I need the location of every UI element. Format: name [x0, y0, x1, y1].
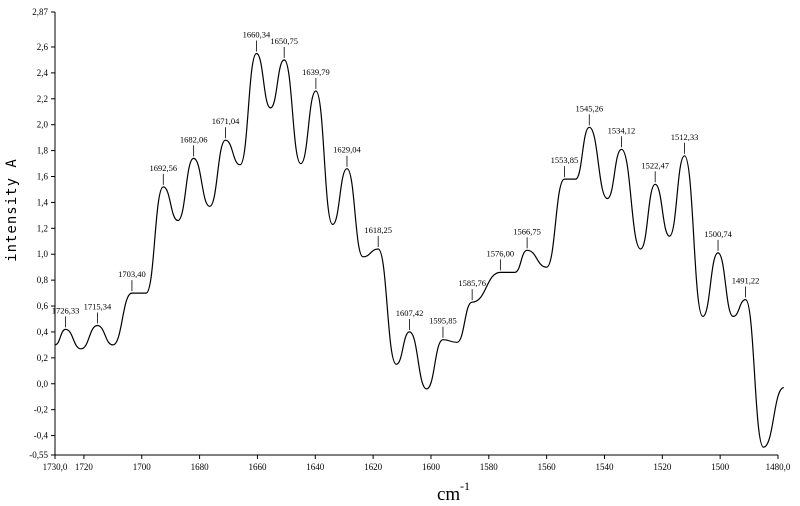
- x-tick-label: 1600: [422, 462, 441, 472]
- x-axis-title-text: cm: [437, 484, 460, 505]
- x-axis-title: cm -1: [437, 479, 470, 505]
- peak-label: 1607,42: [396, 308, 424, 318]
- peak-label: 1512,33: [671, 132, 699, 142]
- y-tick-label: 0,0: [37, 379, 49, 389]
- peak-label: 1715,34: [84, 301, 112, 311]
- peak-label: 1629,04: [333, 145, 361, 155]
- peak-label: 1522,47: [641, 160, 669, 170]
- peak-label: 1500,74: [704, 229, 732, 239]
- series-line: [54, 52, 785, 448]
- y-tick-label: 1,6: [37, 172, 49, 182]
- peak-label: 1595,85: [429, 316, 457, 326]
- y-tick-label: 2,2: [37, 94, 48, 104]
- y-tick-label: 2,6: [37, 42, 49, 52]
- peak-label: 1553,85: [551, 155, 579, 165]
- peak-label: 1671,04: [212, 116, 240, 126]
- x-tick-label: 1620: [364, 462, 383, 472]
- y-tick-label: 0,6: [37, 301, 49, 311]
- peak-label: 1660,34: [243, 29, 271, 39]
- x-axis-title-superscript: -1: [460, 479, 470, 493]
- y-tick-label: -0,2: [34, 405, 48, 415]
- peak-label: 1545,26: [575, 103, 603, 113]
- peak-label: 1692,56: [149, 163, 177, 173]
- peak-label: 1491,22: [732, 276, 760, 286]
- peak-label: 1726,33: [52, 305, 80, 315]
- x-tick-label: 1720: [75, 462, 94, 472]
- x-tick-label: 1640: [306, 462, 325, 472]
- peak-label: 1639,79: [302, 67, 330, 77]
- y-tick-label: 1,2: [37, 223, 48, 233]
- x-tick-label: 1520: [653, 462, 672, 472]
- y-tick-label: 0,8: [37, 275, 49, 285]
- x-tick-label: 1480,0: [766, 462, 791, 472]
- peak-label: 1618,25: [364, 225, 392, 235]
- x-tick-label: 1500: [711, 462, 730, 472]
- x-tick-label: 1700: [133, 462, 152, 472]
- y-tick-label: -0,4: [34, 431, 49, 441]
- peak-label: 1576,00: [487, 248, 515, 258]
- peak-label: 1585,76: [458, 278, 486, 288]
- y-tick-label: 2,87: [32, 7, 48, 17]
- axes: [54, 12, 778, 456]
- y-tick-label: 1,0: [37, 249, 49, 259]
- x-tick-label: 1560: [538, 462, 557, 472]
- y-tick-label: 0,2: [37, 353, 48, 363]
- y-axis-title: intensity A: [4, 158, 20, 262]
- y-tick-label: 2,4: [37, 68, 49, 78]
- x-tick-label: 1540: [595, 462, 614, 472]
- peak-labels: 1726,33 1715,34 1703,40 1692,56 1682,06 1671,…: [52, 29, 760, 338]
- y-tick-label: 1,4: [37, 197, 49, 207]
- peak-label: 1566,75: [513, 226, 541, 236]
- y-tick-label: -0,55: [29, 450, 48, 460]
- peak-label: 1703,40: [118, 269, 146, 279]
- y-tick-label: 0,4: [37, 327, 49, 337]
- y-ticks: 2,87 2,6 2,4 2,2 2,0 1,8 1,6 1,4 1,2 1,0 0,8 0,6 0,4…: [29, 7, 55, 460]
- peak-label: 1534,12: [608, 125, 636, 135]
- x-tick-label: 1730,0: [43, 462, 68, 472]
- x-tick-label: 1660: [248, 462, 267, 472]
- y-tick-label: 1,8: [37, 146, 49, 156]
- peak-label: 1682,06: [180, 134, 208, 144]
- peak-label: 1650,75: [270, 36, 298, 46]
- x-ticks: 1730,0 1720 1700 1680 1660 1640 1620 1600 1580 15…: [43, 455, 791, 472]
- y-tick-label: 2,0: [37, 120, 49, 130]
- x-tick-label: 1680: [191, 462, 210, 472]
- x-tick-label: 1580: [480, 462, 499, 472]
